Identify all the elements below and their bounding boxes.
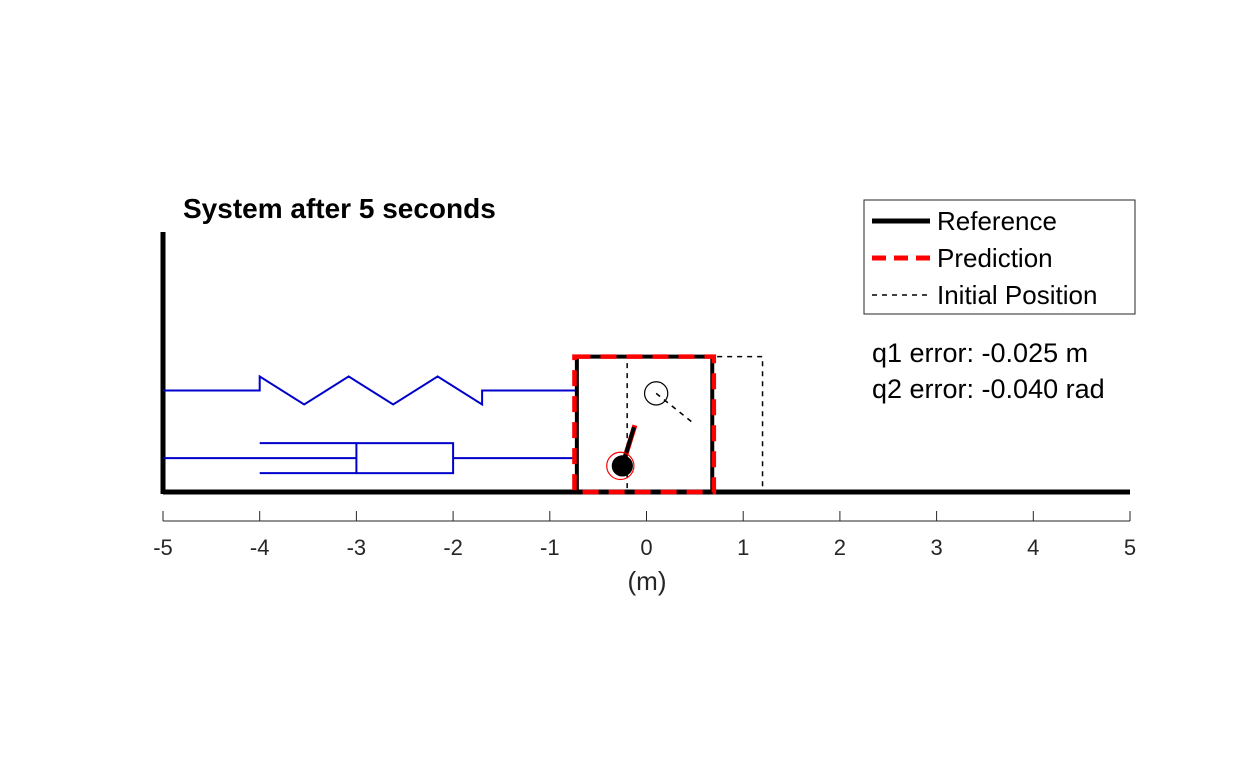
initial-cart [626, 355, 764, 493]
x-tick-label: 3 [930, 535, 942, 560]
legend-label: Reference [937, 206, 1057, 236]
x-tick-label: 0 [640, 535, 652, 560]
x-tick-label: 2 [834, 535, 846, 560]
chart-title: System after 5 seconds [183, 193, 496, 224]
reference-cart [574, 354, 715, 494]
error-annotation-1: q1 error: -0.025 m [872, 338, 1088, 368]
x-tick-label: -5 [153, 535, 173, 560]
x-axis-label: (m) [628, 566, 667, 596]
damper-cylinder [355, 442, 455, 475]
legend-label: Prediction [937, 243, 1053, 273]
x-tick-label: 1 [737, 535, 749, 560]
spring [163, 374, 577, 407]
legend: Reference Prediction Initial Position [863, 199, 1136, 315]
prediction-cart [572, 354, 717, 495]
error-annotation-2: q2 error: -0.040 rad [872, 374, 1105, 404]
x-tick-label: -1 [540, 535, 560, 560]
error-annotations: q1 error: -0.025 m q2 error: -0.040 rad [872, 338, 1105, 404]
initial-pendulum-rod [655, 392, 696, 425]
x-axis: -5 -4 -3 -2 -1 0 1 2 3 4 5 [153, 511, 1136, 560]
reference-pendulum-bob [611, 455, 633, 477]
x-tick-label: -3 [347, 535, 367, 560]
x-tick-label: -2 [443, 535, 463, 560]
x-tick-label: 5 [1124, 535, 1136, 560]
legend-label: Initial Position [937, 280, 1097, 310]
x-tick-label: 4 [1027, 535, 1039, 560]
x-tick-label: -4 [250, 535, 270, 560]
initial-pendulum-bob [643, 381, 669, 406]
system-drawing [160, 232, 1130, 495]
prediction-pendulum-bob [606, 451, 635, 481]
